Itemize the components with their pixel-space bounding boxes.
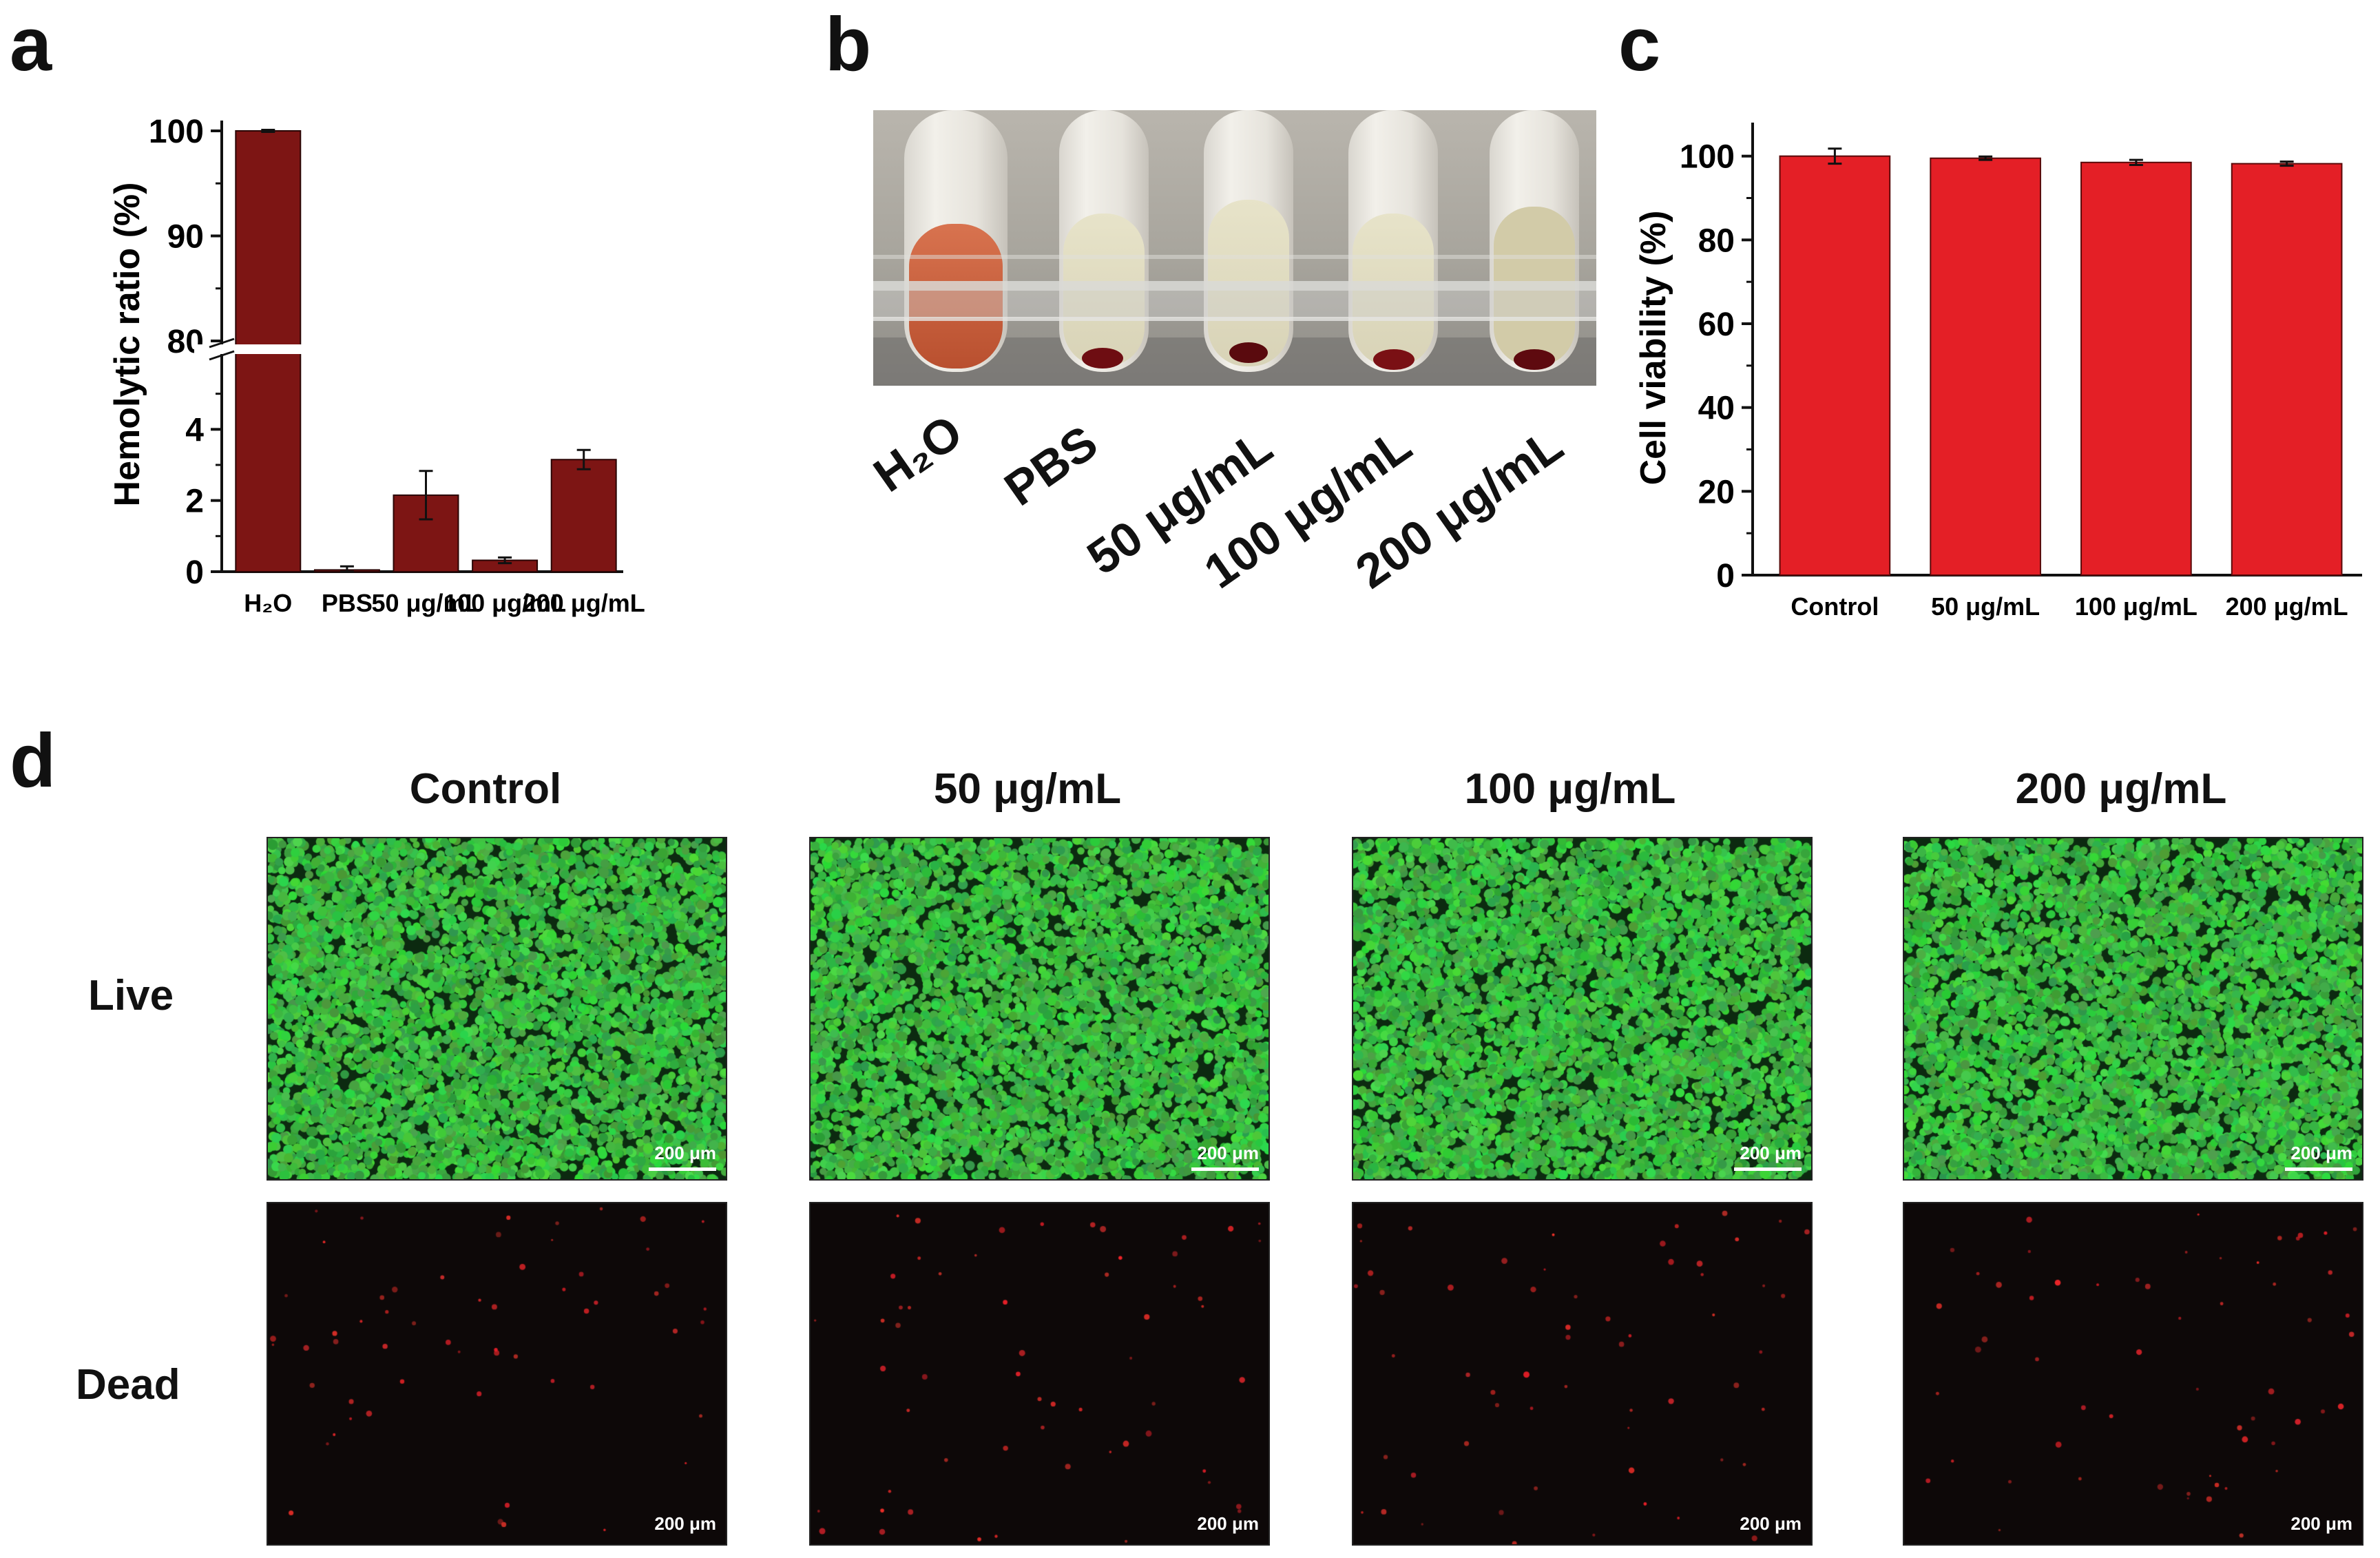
- column-title-50: 50 μg/mL: [933, 765, 1122, 813]
- axis-break-a: [194, 344, 332, 354]
- tube-label-pbs: PBS: [994, 415, 1107, 517]
- scale-bar-line: [649, 1167, 716, 1171]
- column-title-control: Control: [409, 765, 562, 813]
- row-title-live: Live: [88, 972, 174, 1019]
- y-tick-label-a: 0: [185, 554, 204, 591]
- dead-micrograph-3: 200 μm: [1903, 1202, 2363, 1546]
- micrograph-canvas: [811, 838, 1269, 1179]
- micrograph-canvas: [1353, 838, 1811, 1179]
- live-micrograph-3: 200 μm: [1903, 837, 2363, 1181]
- x-tick-label-c: 100 μg/mL: [2075, 592, 2198, 621]
- scale-bar-label: 200 μm: [2290, 1143, 2352, 1163]
- tube-h2o: [904, 110, 1008, 372]
- x-tick-label-a: PBS: [322, 589, 373, 617]
- y-tick-label-a: 4: [185, 412, 204, 448]
- tube-photo: [873, 110, 1596, 386]
- micrograph-canvas: [1353, 1203, 1811, 1544]
- tube-100: [1348, 110, 1438, 372]
- micrograph-canvas: [811, 1203, 1269, 1544]
- live-micrograph-0: 200 μm: [267, 837, 727, 1181]
- y-tick-label-c: 0: [1716, 558, 1735, 594]
- panel-letter-a: a: [10, 2, 52, 87]
- scale-bar-line: [1734, 1167, 1802, 1171]
- axis-break-mark-a: [209, 350, 235, 361]
- row-title-dead: Dead: [76, 1361, 180, 1409]
- y-tick-label-a: 90: [167, 219, 204, 256]
- dead-micrograph-2: 200 μm: [1352, 1202, 1813, 1546]
- x-tick-label-a: H₂O: [244, 589, 292, 617]
- micrograph-canvas: [268, 838, 726, 1179]
- bar-a: [550, 459, 617, 572]
- axis-break-mark-a: [209, 337, 235, 349]
- x-tick-label-c: 50 μg/mL: [1931, 592, 2040, 621]
- scale-bar-label: 200 μm: [2290, 1513, 2352, 1534]
- scale-bar-label: 200 μm: [1740, 1513, 1802, 1534]
- live-micrograph-1: 200 μm: [809, 837, 1270, 1181]
- y-tick-label-a: 2: [185, 484, 204, 520]
- micrograph-canvas: [1904, 838, 2362, 1179]
- scale-bar-line: [1191, 1167, 1259, 1171]
- x-tick-label-a: 50 μg/mL: [371, 589, 480, 617]
- y-axis-label-c: Cell viability (%): [1633, 211, 1673, 486]
- scale-bar-line: [2285, 1167, 2352, 1171]
- tube-200: [1490, 110, 1579, 372]
- scale-bar-label: 200 μm: [1197, 1513, 1259, 1534]
- y-axis-label-a: Hemolytic ratio (%): [107, 183, 147, 507]
- x-tick-label-a: 100 μg/mL: [443, 589, 566, 617]
- tube-pbs: [1059, 110, 1149, 372]
- column-title-100: 100 μg/mL: [1464, 765, 1676, 813]
- bar-c: [2080, 161, 2192, 576]
- x-tick-label-c: Control: [1791, 592, 1879, 621]
- scale-bar-label: 200 μm: [654, 1143, 716, 1163]
- dead-micrograph-0: 200 μm: [267, 1202, 727, 1546]
- dead-micrograph-1: 200 μm: [809, 1202, 1270, 1546]
- live-micrograph-2: 200 μm: [1352, 837, 1813, 1181]
- micrograph-canvas: [268, 1203, 726, 1544]
- y-tick-label-a: 80: [167, 324, 204, 360]
- y-tick-label-c: 80: [1698, 222, 1735, 259]
- bar-c: [1930, 157, 2041, 577]
- column-title-200: 200 μg/mL: [2015, 765, 2227, 813]
- scale-bar-label: 200 μm: [1197, 1143, 1259, 1163]
- panel-letter-b: b: [825, 2, 872, 87]
- scale-bar-label: 200 μm: [1740, 1143, 1802, 1163]
- bar-c: [1779, 155, 1891, 576]
- x-tick-label-a: 200 μg/mL: [523, 589, 645, 617]
- panel-letter-d: d: [10, 718, 56, 803]
- bar-c: [2231, 163, 2343, 577]
- tube-photo-drawing: [873, 110, 1596, 386]
- y-tick-label-c: 60: [1698, 307, 1735, 343]
- y-tick-label-c: 100: [1680, 139, 1735, 176]
- y-tick-label-c: 20: [1698, 474, 1735, 510]
- y-tick-label-a: 100: [149, 114, 204, 150]
- scale-bar-label: 200 μm: [654, 1513, 716, 1534]
- micrograph-canvas: [1904, 1203, 2362, 1544]
- panel-letter-c: c: [1618, 2, 1661, 87]
- x-tick-label-c: 200 μg/mL: [2226, 592, 2348, 621]
- tube-50: [1204, 110, 1293, 372]
- y-tick-label-c: 40: [1698, 391, 1735, 427]
